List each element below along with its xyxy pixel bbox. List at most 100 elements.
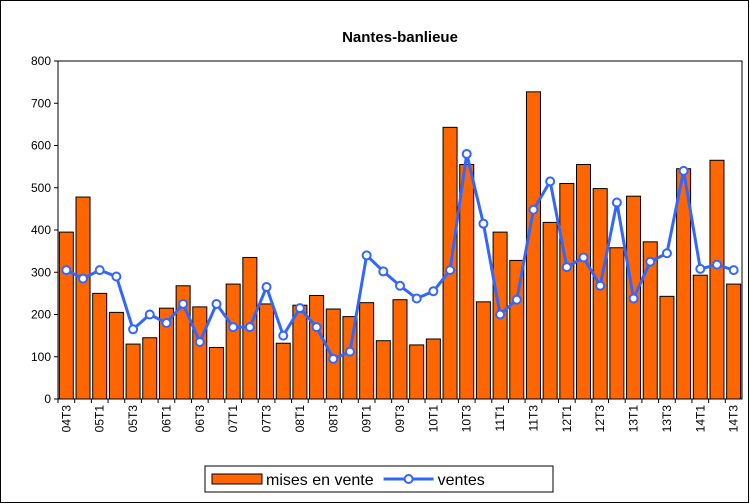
y-tick-label: 200 — [31, 308, 51, 322]
marker — [244, 322, 255, 333]
y-tick-label: 500 — [31, 181, 51, 195]
x-tick-label: 06T3 — [193, 405, 207, 433]
x-tick-label: 14T3 — [727, 405, 741, 433]
marker — [278, 330, 289, 341]
x-tick-label: 11T1 — [493, 405, 507, 432]
bar — [726, 283, 742, 400]
bar — [142, 337, 158, 400]
y-tick-label: 400 — [31, 223, 51, 237]
marker — [561, 262, 572, 273]
marker — [228, 322, 239, 333]
bar — [108, 311, 124, 400]
bar — [475, 301, 491, 400]
marker — [378, 266, 389, 277]
x-tick-label: 05T1 — [93, 405, 107, 433]
x-tick-label: 07T3 — [260, 405, 274, 433]
marker — [645, 256, 656, 267]
bar — [709, 159, 725, 400]
marker — [395, 280, 405, 291]
x-tick-label: 12T1 — [560, 405, 574, 433]
marker — [161, 317, 172, 328]
bar — [542, 221, 558, 400]
marker — [211, 298, 222, 309]
marker — [194, 336, 205, 347]
bar — [359, 302, 375, 400]
marker — [261, 282, 272, 293]
bar — [92, 292, 108, 400]
x-tick-label: 06T1 — [159, 405, 173, 433]
x-tick-label: 14T1 — [693, 405, 707, 433]
bar — [425, 338, 441, 400]
marker — [578, 252, 589, 263]
x-tick-label: 09T1 — [360, 405, 374, 433]
bar — [592, 188, 608, 400]
bar — [459, 164, 475, 400]
marker — [61, 265, 72, 276]
x-tick-label: 08T3 — [326, 405, 340, 433]
x-tick-label: 12T3 — [593, 405, 607, 433]
legend-swatch — [211, 473, 263, 485]
bar — [392, 299, 408, 400]
bar — [409, 344, 425, 400]
bar — [609, 247, 625, 400]
x-tick-label: 13T1 — [627, 405, 641, 433]
legend-label: mises en vente — [266, 472, 374, 489]
marker — [294, 303, 305, 314]
marker — [545, 176, 556, 187]
bar — [208, 346, 224, 400]
bar — [576, 164, 592, 400]
chart-title: Nantes-banlieue — [342, 29, 458, 46]
x-tick-label: 10T3 — [460, 405, 474, 433]
bar — [659, 295, 675, 400]
bar — [509, 259, 525, 400]
marker — [495, 309, 506, 320]
marker — [94, 265, 105, 276]
y-tick-label: 100 — [31, 350, 51, 364]
bar — [375, 340, 391, 400]
bar — [692, 274, 708, 400]
marker — [445, 265, 456, 276]
bar — [192, 306, 208, 400]
bar — [292, 304, 308, 400]
bar — [225, 283, 241, 400]
x-tick-label: 08T1 — [293, 405, 307, 433]
marker — [178, 298, 189, 309]
y-tick-label: 800 — [31, 54, 51, 68]
marker — [411, 293, 422, 304]
marker — [361, 250, 372, 261]
legend-box — [204, 465, 554, 493]
bar — [125, 343, 141, 400]
marker — [511, 294, 522, 305]
marker — [428, 286, 439, 297]
y-tick-label: 700 — [31, 96, 51, 110]
bar — [259, 303, 275, 400]
marker — [478, 218, 489, 229]
x-tick-label: 05T3 — [126, 405, 140, 433]
marker — [328, 353, 339, 364]
marker — [144, 309, 155, 320]
marker — [528, 204, 539, 215]
bar — [309, 294, 325, 400]
marker — [128, 324, 139, 335]
marker — [344, 346, 355, 357]
legend-label: ventes — [438, 472, 485, 489]
marker — [628, 293, 639, 304]
y-tick-label: 0 — [44, 392, 51, 406]
bar — [642, 241, 658, 400]
bar — [58, 231, 74, 400]
x-tick-label: 07T1 — [226, 405, 240, 433]
bar — [559, 183, 575, 400]
marker — [661, 248, 672, 259]
marker — [461, 148, 472, 159]
marker — [728, 265, 739, 276]
bar — [275, 342, 291, 400]
marker — [111, 271, 122, 282]
bar — [525, 91, 541, 400]
bar — [75, 196, 91, 400]
y-tick-label: 300 — [31, 265, 51, 279]
marker — [678, 165, 689, 176]
marker — [595, 280, 606, 291]
y-tick-label: 600 — [31, 139, 51, 153]
x-tick-label: 10T1 — [426, 405, 440, 433]
